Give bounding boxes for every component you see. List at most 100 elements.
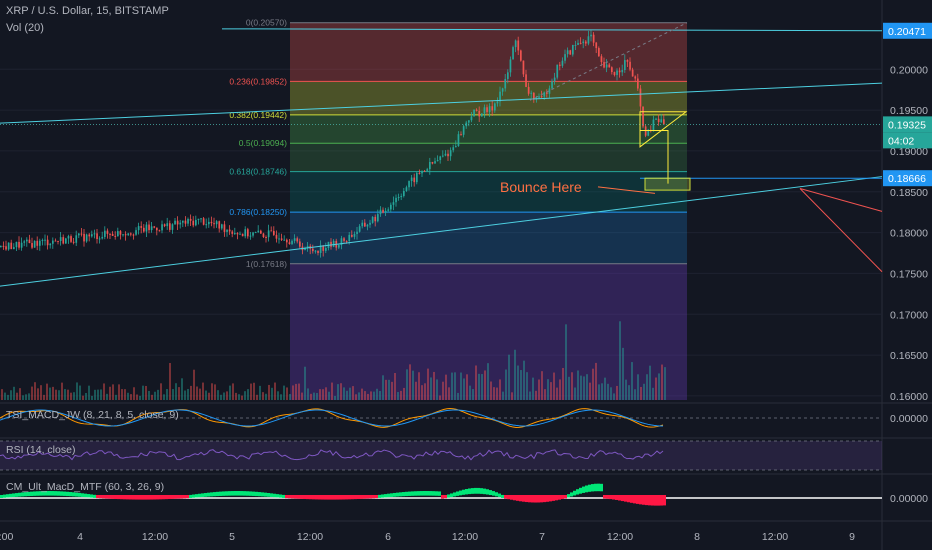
candle-body [46, 239, 49, 246]
macd-histogram-bar [312, 495, 315, 500]
macd-histogram-bar [264, 492, 267, 497]
volume-bar [202, 382, 204, 400]
candle-body [543, 92, 546, 97]
candle-body [23, 241, 26, 243]
macd-histogram-bar [165, 495, 168, 500]
macd-histogram-bar [324, 495, 327, 500]
macd-histogram-bar [111, 495, 114, 499]
price-tag [883, 116, 932, 133]
volume-bar [277, 391, 279, 400]
macd-histogram-bar [540, 495, 543, 503]
volume-bar [10, 390, 12, 400]
volume-label[interactable]: Vol (20) [6, 22, 44, 34]
macd-histogram-bar [453, 492, 456, 497]
macd-histogram-bar [411, 491, 414, 496]
volume-bar [214, 384, 216, 400]
macd-histogram-bar [387, 493, 390, 498]
volume-bar [280, 394, 282, 400]
symbol-title[interactable]: XRP / U.S. Dollar, 15, BITSTAMP [6, 5, 169, 17]
macd-histogram-bar [297, 495, 300, 499]
macd-histogram-bar [195, 494, 198, 498]
volume-bar [166, 389, 168, 400]
fib-extension-zone [290, 263, 687, 400]
candle-body [642, 106, 644, 127]
volume-bar [544, 389, 546, 400]
macd-histogram-bar [618, 495, 621, 501]
time-tick: 9 [849, 531, 855, 543]
candle-body [605, 64, 608, 68]
cm-macd-label[interactable]: CM_Ult_MacD_MTF (60, 3, 26, 9) [6, 481, 165, 493]
candle-body [369, 222, 371, 225]
volume-bar [574, 387, 576, 400]
candle-body [132, 234, 135, 236]
volume-bar [337, 384, 339, 400]
volume-bar [271, 387, 273, 400]
volume-bar [196, 386, 198, 400]
fib-zone [290, 114, 687, 144]
volume-bar [121, 389, 123, 400]
time-tick: 12:00 [142, 531, 168, 543]
rsi-label[interactable]: RSI (14, close) [6, 444, 76, 456]
volume-bar [175, 383, 177, 400]
macd-histogram-bar [441, 495, 444, 499]
macd-histogram-bar [249, 491, 252, 496]
macd-histogram-bar [615, 495, 618, 500]
tsi-macd-label[interactable]: TSI_MACD_JW (8, 21, 8, 5, close, 9) [6, 409, 179, 421]
macd-histogram-bar [606, 495, 609, 499]
macd-histogram-bar [282, 494, 285, 498]
macd-histogram-bar [276, 494, 279, 498]
macd-histogram-bar [423, 491, 426, 496]
macd-histogram-bar [369, 495, 372, 499]
volume-bar [664, 367, 666, 400]
volume-bar [511, 392, 513, 400]
candle-body [436, 160, 439, 162]
candle-body [114, 235, 117, 237]
price-tick: 0.17000 [890, 309, 928, 321]
macd-histogram-bar [339, 495, 342, 500]
volume-bar [247, 389, 249, 400]
macd-histogram-bar [660, 495, 663, 506]
volume-bar [502, 391, 504, 400]
macd-histogram-bar [402, 492, 405, 497]
volume-bar [577, 370, 579, 400]
macd-histogram-bar [456, 491, 459, 496]
volume-bar [172, 389, 174, 400]
macd-histogram-bar [48, 491, 51, 496]
macd-histogram-bar [30, 491, 33, 496]
volume-bar [4, 392, 6, 400]
candle-body [608, 64, 611, 68]
fib-level-label: 0.786(0.18250) [229, 207, 287, 217]
upper-trendline [0, 82, 883, 124]
volume-bar [7, 394, 9, 400]
rsi-band [0, 441, 882, 470]
volume-bar [292, 385, 294, 400]
candle-body [507, 72, 509, 79]
volume-bar [562, 367, 564, 400]
macd-histogram-bar [651, 495, 654, 506]
candle-body [546, 92, 548, 94]
candle-body [83, 233, 85, 242]
macd-histogram-bar [270, 493, 273, 498]
macd-histogram-bar [69, 492, 72, 497]
macd-histogram-bar [144, 495, 147, 500]
macd-histogram-bar [105, 495, 108, 499]
candle-body [624, 60, 626, 70]
candle-body [639, 88, 642, 107]
candle-body [538, 96, 540, 98]
macd-histogram-bar [501, 494, 504, 498]
candle-body [598, 48, 600, 57]
candle-body [569, 50, 572, 55]
volume-bar [181, 378, 183, 400]
volume-bar [79, 385, 81, 400]
macd-histogram-bar [60, 491, 63, 496]
volume-bar [490, 381, 492, 400]
candle-body [631, 69, 634, 77]
macd-histogram-bar [390, 493, 393, 497]
volume-bar [538, 379, 540, 400]
volume-bar [583, 376, 585, 400]
volume-bar [481, 374, 483, 400]
macd-histogram-bar [612, 495, 615, 500]
macd-histogram-bar [435, 491, 438, 496]
candle-body [358, 226, 361, 232]
